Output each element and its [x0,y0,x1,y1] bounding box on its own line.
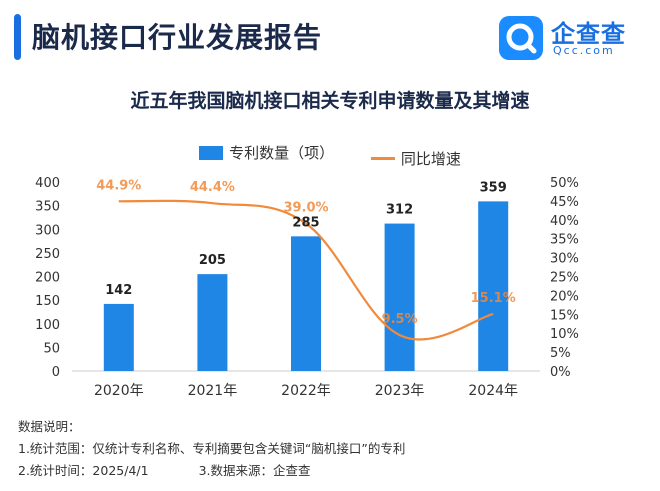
legend-label-growth: 同比增速 [400,149,461,168]
x-tick-label: 2020年 [94,383,144,399]
report-title: 脑机接口行业发展报告 [32,21,323,54]
bar-value-label: 142 [105,283,132,298]
notes-heading: 数据说明： [18,419,81,434]
chart-legend: 专利数量（项） 同比增速 [0,142,660,168]
report-header: 脑机接口行业发展报告 企查查 Qcc.com [0,0,660,72]
data-notes: 数据说明： 1.统计范围：仅统计专利名称、专利摘要包含关键词“脑机接口”的专利 … [18,416,405,482]
y-left-tick-label: 300 [35,223,60,238]
growth-line [118,199,494,341]
y-right-tick-label: 5% [550,346,571,361]
chart-title: 近五年我国脑机接口相关专利申请数量及其增速 [130,90,530,112]
y-left-tick-label: 100 [35,318,60,333]
y-right-tick-label: 40% [550,214,579,229]
notes-time-source: 2.统计时间：2025/4/1 3.数据来源：企查查 [18,460,405,482]
y-right-tick-label: 10% [550,327,579,342]
bar-2020年 [103,303,134,371]
bar-value-label: 285 [292,215,319,230]
y-left-tick-label: 200 [35,271,60,286]
qcc-logo-name: 企查查 [551,20,626,48]
bar-value-label: 205 [199,253,226,268]
x-tick-label: 2022年 [281,383,331,399]
growth-value-label: 39.0% [283,201,328,216]
y-right-tick-label: 15% [550,308,579,323]
qcc-logo-domain: Qcc.com [553,44,615,57]
growth-value-label: 9.5% [382,312,418,327]
bar-2022年 [291,236,321,371]
notes-time: 2.统计时间：2025/4/1 [18,463,149,478]
y-left-tick-label: 350 [35,200,60,215]
x-tick-label: 2023年 [375,383,425,399]
legend-swatch-bar [199,145,224,160]
y-right-tick-label: 35% [550,233,579,248]
notes-scope: 1.统计范围：仅统计专利名称、专利摘要包含关键词“脑机接口”的专利 [18,441,406,456]
growth-value-label: 44.9% [96,178,141,193]
bar-2024年 [478,201,509,371]
qcc-logo-glyph [506,23,537,54]
bar-2021年 [197,274,228,371]
y-left-tick-label: 50 [43,341,60,356]
combo-chart: 0 50 100 150 200 250 300 350 400 0% 5% 10% 15% 20% 25%… [35,176,579,399]
qcc-logo: 企查查 Qcc.com [499,14,649,62]
y-right-tick-label: 30% [550,252,579,267]
y-left-tick-label: 0 [52,365,60,380]
legend-label-patents: 专利数量（项） [229,144,335,162]
growth-value-label: 15.1% [471,291,516,306]
y-right-tick-label: 25% [550,271,579,286]
y-left-tick-label: 150 [35,294,60,309]
y-right-tick-label: 0% [550,365,571,380]
bar-2023年 [384,223,415,371]
qcc-logo-icon [499,16,543,60]
notes-source: 3.数据来源：企查查 [198,463,311,478]
legend-swatch-line [370,156,395,160]
bar-value-label: 312 [386,203,413,218]
y-left-tick-label: 400 [35,176,60,191]
y-right-tick-label: 50% [550,176,579,191]
y-right-tick-label: 20% [550,289,579,304]
y-right-tick-label: 45% [550,195,579,210]
growth-value-label: 44.4% [190,180,235,195]
x-tick-label: 2024年 [468,383,518,399]
legend-item-patents: 专利数量（项） [199,142,334,163]
title-accent-bar [14,14,21,60]
y-left-tick-label: 250 [35,247,60,262]
legend-item-growth: 同比增速 [370,148,461,169]
bar-value-label: 359 [480,180,507,195]
x-tick-label: 2021年 [188,383,238,399]
